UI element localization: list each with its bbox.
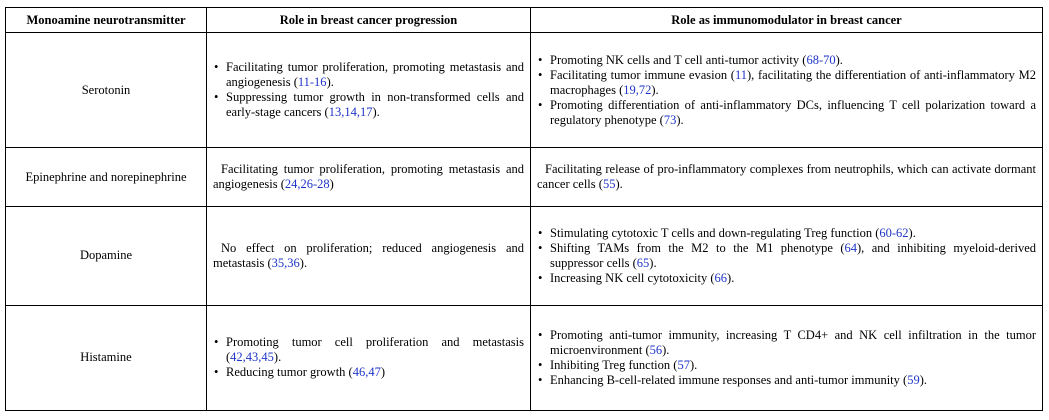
citation-link[interactable]: 68-70 xyxy=(806,52,836,67)
citation-link[interactable]: 66 xyxy=(714,270,728,285)
list-item: Facilitating tumor immune evasion (11), … xyxy=(537,68,1036,98)
citation-link[interactable]: 64 xyxy=(844,240,858,255)
table-row-histamine: Histamine Promoting tumor cell prolifera… xyxy=(5,304,1043,412)
neurotransmitter-name: Dopamine xyxy=(5,205,207,306)
list-item: Promoting tumor cell proliferation and m… xyxy=(213,335,524,365)
header-neurotransmitter: Monoamine neurotransmitter xyxy=(5,7,207,33)
citation-link[interactable]: 11-16 xyxy=(297,75,327,90)
neurotransmitter-name: Epinephrine and norepinephrine xyxy=(5,147,207,207)
citation-link[interactable]: 24,26-28 xyxy=(284,177,330,192)
progression-cell: Promoting tumor cell proliferation and m… xyxy=(206,304,531,412)
citation-link[interactable]: 57 xyxy=(677,357,690,372)
immuno-cell: Promoting NK cells and T cell anti-tumor… xyxy=(530,31,1043,149)
citation-link[interactable]: 56 xyxy=(649,342,663,357)
table-row-epinephrine: Epinephrine and norepinephrine Facilitat… xyxy=(5,147,1043,207)
immuno-text: Facilitating release of pro-inflammatory… xyxy=(537,162,1036,192)
progression-cell: No effect on proliferation; reduced angi… xyxy=(206,205,531,306)
table-row-dopamine: Dopamine No effect on proliferation; red… xyxy=(5,205,1043,306)
citation-link[interactable]: 35,36 xyxy=(271,255,300,270)
list-item: Reducing tumor growth (46,47) xyxy=(213,365,524,380)
citation-link[interactable]: 42,43,45 xyxy=(230,350,274,365)
table-row-serotonin: Serotonin Facilitating tumor proliferati… xyxy=(5,31,1043,149)
list-item: Inhibiting Treg function (57). xyxy=(537,358,1036,373)
progression-cell: Facilitating tumor proliferation, promot… xyxy=(206,147,531,207)
list-item: Suppressing tumor growth in non-transfor… xyxy=(213,90,524,120)
neurotransmitter-table: Monoamine neurotransmitter Role in breas… xyxy=(5,7,1043,412)
list-item: Promoting NK cells and T cell anti-tumor… xyxy=(537,53,1036,68)
list-item: Shifting TAMs from the M2 to the M1 phen… xyxy=(537,241,1036,271)
immuno-cell: Promoting anti-tumor immunity, increasin… xyxy=(530,304,1043,412)
progression-text: Facilitating tumor proliferation, promot… xyxy=(213,162,524,192)
header-immunomodulator: Role as immunomodulator in breast cancer xyxy=(530,7,1043,33)
neurotransmitter-name: Histamine xyxy=(5,304,207,412)
immuno-list: Promoting anti-tumor immunity, increasin… xyxy=(537,328,1036,388)
citation-link[interactable]: 11 xyxy=(734,67,748,82)
neurotransmitter-name: Serotonin xyxy=(5,31,207,149)
immuno-cell: Facilitating release of pro-inflammatory… xyxy=(530,147,1043,207)
header-row: Monoamine neurotransmitter Role in breas… xyxy=(5,7,1043,33)
progression-text: No effect on proliferation; reduced angi… xyxy=(213,240,524,270)
citation-link[interactable]: 46,47 xyxy=(352,365,381,380)
immuno-list: Stimulating cytotoxic T cells and down-r… xyxy=(537,226,1036,286)
citation-link[interactable]: 73 xyxy=(663,112,677,127)
immuno-cell: Stimulating cytotoxic T cells and down-r… xyxy=(530,205,1043,306)
citation-link[interactable]: 55 xyxy=(602,177,616,192)
citation-link[interactable]: 65 xyxy=(636,255,650,270)
list-item: Enhancing B-cell-related immune response… xyxy=(537,373,1036,388)
header-progression: Role in breast cancer progression xyxy=(206,7,531,33)
list-item: Increasing NK cell cytotoxicity (66). xyxy=(537,271,1036,286)
citation-link[interactable]: 59 xyxy=(907,372,920,387)
citation-link[interactable]: 60-62 xyxy=(879,225,909,240)
list-item: Promoting anti-tumor immunity, increasin… xyxy=(537,328,1036,358)
list-item: Stimulating cytotoxic T cells and down-r… xyxy=(537,226,1036,241)
list-item: Facilitating tumor proliferation, promot… xyxy=(213,60,524,90)
immuno-list: Promoting NK cells and T cell anti-tumor… xyxy=(537,53,1036,128)
progression-list: Facilitating tumor proliferation, promot… xyxy=(213,60,524,120)
progression-list: Promoting tumor cell proliferation and m… xyxy=(213,335,524,380)
list-item: Promoting differentiation of anti-inflam… xyxy=(537,98,1036,128)
citation-link[interactable]: 13,14,17 xyxy=(328,105,373,120)
citation-link[interactable]: 19,72 xyxy=(623,82,652,97)
progression-cell: Facilitating tumor proliferation, promot… xyxy=(206,31,531,149)
